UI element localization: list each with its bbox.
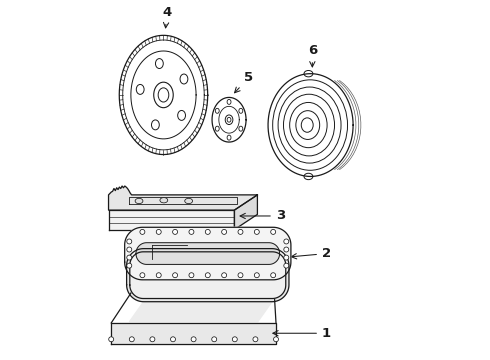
Circle shape (284, 247, 289, 252)
Circle shape (254, 273, 259, 278)
Circle shape (127, 255, 132, 260)
Circle shape (205, 229, 210, 234)
Polygon shape (126, 249, 289, 302)
Circle shape (150, 337, 155, 342)
Text: 4: 4 (162, 6, 171, 28)
Text: 1: 1 (273, 327, 331, 340)
Circle shape (172, 229, 177, 234)
Ellipse shape (135, 198, 143, 204)
Circle shape (232, 337, 237, 342)
Circle shape (205, 273, 210, 278)
Circle shape (284, 239, 289, 244)
Polygon shape (234, 195, 257, 230)
Polygon shape (124, 227, 291, 280)
Circle shape (129, 337, 134, 342)
Text: 3: 3 (240, 210, 285, 222)
Polygon shape (109, 210, 234, 230)
Circle shape (253, 337, 258, 342)
Polygon shape (111, 323, 276, 343)
Polygon shape (129, 282, 286, 322)
Circle shape (189, 273, 194, 278)
Circle shape (284, 255, 289, 260)
Polygon shape (109, 186, 257, 210)
Circle shape (221, 229, 226, 234)
Circle shape (172, 273, 177, 278)
Text: 2: 2 (291, 247, 331, 260)
Circle shape (254, 229, 259, 234)
Circle shape (156, 273, 161, 278)
Circle shape (221, 273, 226, 278)
Circle shape (284, 263, 289, 268)
Circle shape (109, 337, 114, 342)
Circle shape (127, 263, 132, 268)
Circle shape (191, 337, 196, 342)
Circle shape (270, 273, 276, 278)
Ellipse shape (160, 198, 168, 203)
Text: 6: 6 (308, 44, 317, 67)
Circle shape (270, 229, 276, 234)
Circle shape (140, 229, 145, 234)
Circle shape (127, 247, 132, 252)
Circle shape (140, 273, 145, 278)
Text: 5: 5 (235, 71, 253, 93)
Circle shape (127, 239, 132, 244)
Polygon shape (130, 252, 286, 298)
Circle shape (273, 337, 278, 342)
Circle shape (212, 337, 217, 342)
Circle shape (238, 273, 243, 278)
Ellipse shape (185, 198, 193, 204)
Circle shape (156, 229, 161, 234)
Circle shape (189, 229, 194, 234)
Polygon shape (136, 243, 280, 264)
Circle shape (238, 229, 243, 234)
Circle shape (171, 337, 175, 342)
